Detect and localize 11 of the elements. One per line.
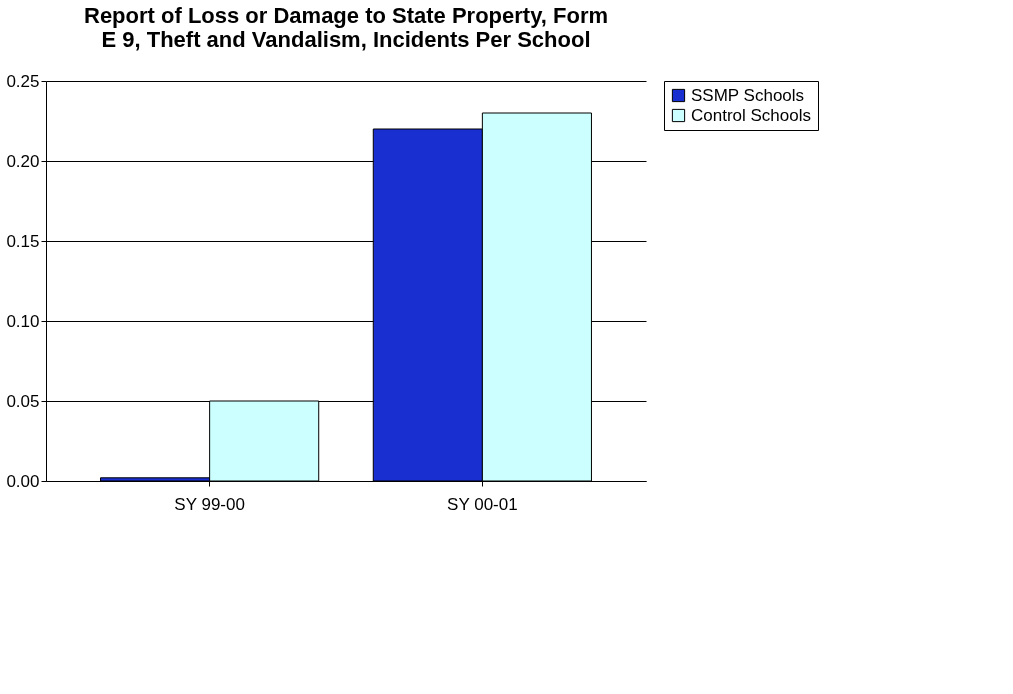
legend-label: Control Schools [691, 105, 812, 125]
y-tick-label: 0.20 [6, 151, 40, 171]
legend-label: SSMP Schools [691, 85, 805, 105]
y-tick-label: 0.25 [6, 71, 40, 91]
y-tick-label: 0.10 [6, 311, 40, 331]
y-tick-label: 0.05 [6, 391, 40, 411]
y-tick-label: 0.15 [6, 231, 40, 251]
y-tick-label: 0.00 [6, 471, 40, 491]
x-tick-label: SY 00-01 [447, 494, 518, 514]
x-tick-label: SY 99-00 [174, 494, 245, 514]
chart-title: Report of Loss or Damage to State Property, Form E 9, Theft and Vandalism, Incidents Per School [83, 3, 609, 52]
